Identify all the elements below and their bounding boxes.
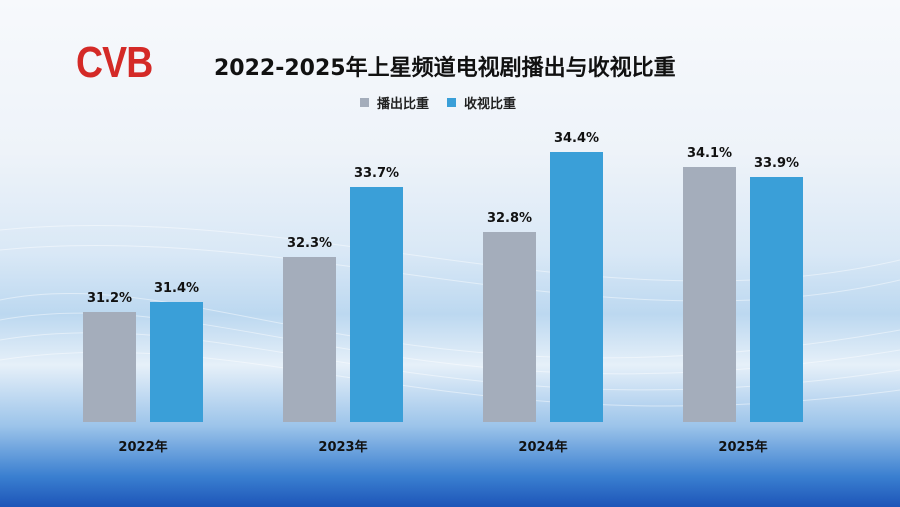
bar-viewing [150, 302, 203, 422]
bar-broadcast [683, 167, 736, 422]
bar-viewing [550, 152, 603, 422]
legend-item-viewing: 收视比重 [447, 93, 516, 112]
legend-label: 播出比重 [377, 97, 430, 112]
data-label: 34.4% [554, 131, 599, 146]
bar-broadcast [283, 257, 336, 422]
data-label: 32.3% [287, 236, 332, 251]
data-label: 31.4% [154, 281, 199, 296]
bar-broadcast [83, 312, 136, 422]
data-label: 31.2% [87, 291, 132, 306]
bar-viewing [350, 187, 403, 422]
x-tick-label: 2022年 [118, 439, 167, 455]
x-tick-label: 2024年 [518, 439, 567, 455]
legend-label: 收视比重 [464, 97, 517, 112]
legend-swatch [447, 98, 457, 107]
data-label: 33.9% [754, 156, 799, 171]
x-tick-label: 2023年 [318, 439, 367, 455]
data-label: 34.1% [687, 146, 732, 161]
legend-swatch [360, 98, 369, 107]
bar-broadcast [483, 232, 536, 422]
legend: 播出比重 收视比重 [360, 93, 516, 112]
legend-item-broadcast: 播出比重 [360, 93, 429, 112]
data-label: 33.7% [354, 166, 399, 181]
chart-title: 2022-2025年上星频道电视剧播出与收视比重 [214, 56, 676, 81]
x-tick-label: 2025年 [718, 439, 767, 455]
cvb-logo: CVB [76, 38, 153, 87]
data-label: 32.8% [487, 211, 532, 226]
bar-viewing [750, 177, 803, 422]
